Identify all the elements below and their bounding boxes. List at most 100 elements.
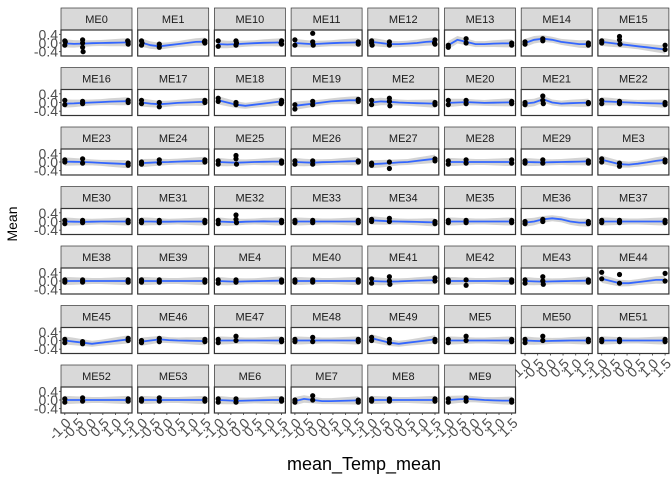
smooth-line	[218, 160, 282, 164]
facet-strip-label: ME39	[159, 252, 188, 264]
data-point	[616, 280, 623, 286]
facet-me27: ME27	[367, 126, 440, 176]
data-point	[310, 334, 316, 340]
data-point	[138, 161, 145, 167]
data-point	[445, 97, 451, 103]
facet-strip-label: ME22	[619, 74, 648, 86]
data-point	[431, 40, 438, 46]
data-point	[599, 339, 605, 345]
data-point	[662, 270, 668, 276]
facet-me21: ME21	[520, 67, 593, 117]
y-tick-label: 0.0	[39, 333, 59, 349]
facet-me11: ME11	[290, 7, 363, 57]
smooth-line	[447, 38, 512, 46]
facet-strip-label: ME41	[389, 252, 418, 264]
data-point	[369, 280, 375, 286]
data-point	[310, 393, 316, 399]
data-point	[463, 398, 469, 404]
facet-strip-label: ME16	[82, 74, 111, 86]
facet-strip-label: ME10	[236, 14, 265, 26]
data-point	[585, 221, 592, 227]
data-point	[62, 159, 68, 165]
facet-me29: ME29	[520, 126, 593, 176]
data-point	[138, 340, 145, 346]
data-point	[463, 101, 469, 107]
y-tick-label: -0.4	[34, 222, 58, 238]
data-point	[156, 220, 162, 226]
facet-strip-label: ME24	[159, 133, 188, 145]
y-tick-label: -0.4	[34, 44, 58, 60]
data-point	[616, 101, 623, 107]
data-point	[156, 398, 162, 404]
facet-me17: ME17	[137, 67, 210, 117]
facet-me4: ME4	[213, 245, 286, 295]
smooth-line	[371, 157, 436, 166]
facet-me9: ME9-1.0-0.50.00.51.01.5	[429, 364, 521, 443]
data-point	[279, 160, 285, 166]
data-point	[80, 44, 86, 50]
facet-me26: ME26	[290, 126, 363, 176]
facet-me28: ME28	[443, 126, 517, 176]
y-tick-label: 0.0	[39, 273, 59, 289]
smooth-line	[524, 279, 589, 283]
data-point	[540, 38, 546, 44]
facet-me38: ME38 0.40.0-0.4	[34, 245, 133, 298]
data-point	[540, 337, 546, 344]
data-point	[616, 339, 623, 345]
facet-me14: ME14	[520, 7, 593, 57]
data-point	[139, 40, 145, 46]
smooth-line	[294, 397, 359, 403]
data-point	[80, 220, 86, 226]
data-point	[233, 333, 239, 339]
smooth-line	[64, 338, 129, 345]
y-axis-title: Mean	[4, 206, 20, 241]
facet-me34: ME34	[367, 186, 440, 236]
data-point	[445, 44, 451, 50]
facet-strip-label: ME9	[469, 371, 492, 383]
facet-strip-label: ME51	[619, 312, 648, 324]
data-point	[445, 340, 451, 346]
data-point	[369, 337, 375, 344]
data-point	[278, 101, 284, 107]
smooth-line	[294, 160, 359, 164]
smooth-line	[371, 219, 436, 224]
data-point	[62, 102, 68, 108]
data-point	[355, 159, 361, 165]
data-point	[80, 156, 86, 162]
facet-me19: ME19	[290, 67, 363, 117]
facet-me12: ME12	[367, 7, 440, 57]
data-point	[509, 339, 515, 345]
smooth-line	[524, 160, 589, 164]
data-point	[125, 162, 131, 168]
facet-strip-label: ME26	[312, 133, 341, 145]
facet-strip-label: ME5	[469, 312, 492, 324]
y-tick-label: 0.4	[39, 383, 59, 399]
facet-strip-label: ME23	[82, 133, 111, 145]
data-point	[369, 102, 375, 108]
data-point	[509, 279, 515, 285]
data-point	[62, 221, 68, 227]
data-point	[662, 102, 668, 108]
data-point	[522, 102, 528, 108]
data-point	[215, 161, 221, 167]
facet-strip-label: ME45	[82, 312, 111, 324]
data-point	[386, 165, 392, 172]
data-point	[369, 97, 375, 103]
facet-strip-label: ME29	[542, 133, 571, 145]
data-point	[599, 40, 605, 46]
y-tick-label: 0.4	[39, 26, 59, 42]
facet-me37: ME37	[597, 186, 670, 236]
facet-strip-label: ME31	[159, 193, 188, 205]
data-point	[432, 158, 438, 164]
data-point	[125, 279, 131, 285]
facet-strip-label: ME47	[236, 312, 265, 324]
facet-strip-label: ME37	[619, 193, 648, 205]
data-point	[310, 161, 316, 167]
data-point	[585, 279, 592, 285]
smooth-line	[601, 158, 666, 166]
facet-strip-label: ME36	[542, 193, 571, 205]
smooth-line	[141, 338, 205, 343]
data-point	[463, 337, 469, 344]
data-point	[310, 30, 316, 36]
data-point	[125, 99, 131, 106]
